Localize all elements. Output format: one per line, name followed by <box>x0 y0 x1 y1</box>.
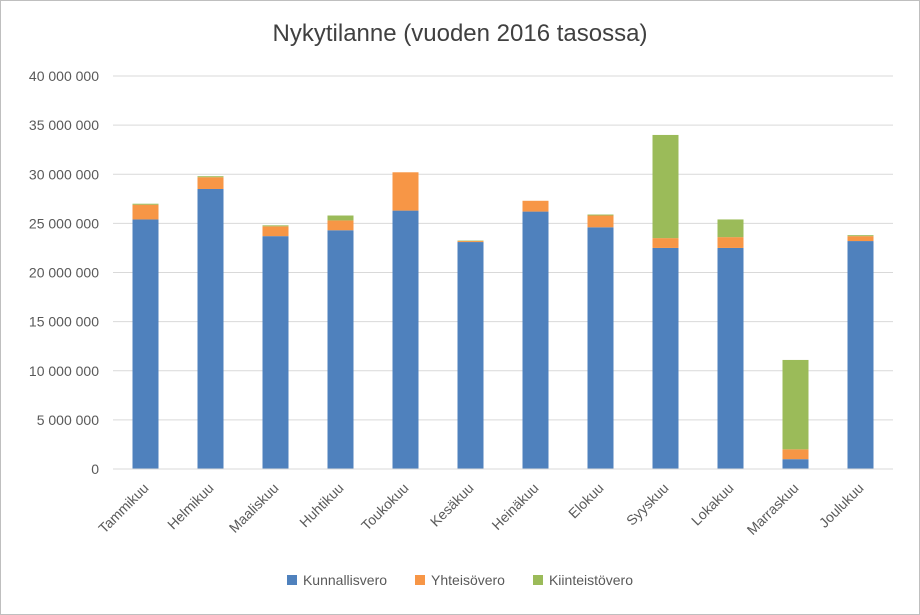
bar-segment-yhteis-vero <box>782 449 809 460</box>
legend-item-yhteisovero: Yhteisövero <box>415 572 505 588</box>
bar-segment-kiinteist-vero <box>197 176 224 178</box>
bar-segment-kunnallisvero <box>652 247 679 469</box>
legend-swatch-yhteisovero <box>415 575 426 585</box>
bar-segment-kunnallisvero <box>262 236 289 469</box>
chart-legend: Kunnallisvero Yhteisövero Kiinteistövero <box>0 572 920 588</box>
y-tick-label: 35 000 000 <box>29 117 99 133</box>
bar-segment-yhteis-vero <box>392 172 419 211</box>
chart-title: Nykytilanne (vuoden 2016 tasossa) <box>272 20 648 47</box>
bar-segment-kunnallisvero <box>782 459 809 469</box>
x-tick-label: Joulukuu <box>816 480 867 531</box>
bar-segment-yhteis-vero <box>457 241 484 243</box>
y-tick-label: 30 000 000 <box>29 166 99 182</box>
bar-segment-yhteis-vero <box>652 238 679 248</box>
y-tick-label: 5 000 000 <box>37 412 99 428</box>
bar-segment-yhteis-vero <box>262 226 289 237</box>
x-tick-label: Syyskuu <box>623 480 672 529</box>
bar-segment-yhteis-vero <box>717 237 744 248</box>
bar-segment-kunnallisvero <box>717 247 744 469</box>
bar-segment-kunnallisvero <box>587 227 614 469</box>
legend-item-kunnallisvero: Kunnallisvero <box>286 572 388 588</box>
bar-segment-kiinteist-vero <box>717 219 744 238</box>
y-tick-label: 15 000 000 <box>29 314 99 330</box>
x-tick-label: Maaliskuu <box>226 480 282 536</box>
x-tick-label: Helmikuu <box>164 480 217 533</box>
legend-swatch-kunnallisvero <box>286 575 297 585</box>
bar-segment-kiinteist-vero <box>847 235 874 237</box>
bar-segment-yhteis-vero <box>197 177 224 189</box>
bar-segment-yhteis-vero <box>522 200 549 212</box>
x-tick-label: Lokakuu <box>688 480 737 529</box>
x-tick-label: Huhtikuu <box>296 480 346 530</box>
y-tick-label: 20 000 000 <box>29 265 99 281</box>
x-tick-label: Elokuu <box>565 480 607 522</box>
x-tick-label: Kesäkuu <box>427 480 477 530</box>
bar-segment-kiinteist-vero <box>782 359 809 450</box>
legend-label-kiinteistovero: Kiinteistövero <box>548 572 634 588</box>
x-tick-label: Toukokuu <box>358 480 412 534</box>
legend-item-kiinteistovero: Kiinteistövero <box>532 572 634 588</box>
bar-segment-yhteis-vero <box>132 204 159 220</box>
legend-label-yhteisovero: Yhteisövero <box>431 572 505 588</box>
x-tick-label: Tammikuu <box>95 480 151 536</box>
legend-label-kunnallisvero: Kunnallisvero <box>302 572 388 588</box>
x-tick-label: Heinäkuu <box>488 480 541 533</box>
bar-segment-kiinteist-vero <box>327 215 354 221</box>
y-tick-label: 25 000 000 <box>29 215 99 231</box>
y-tick-label: 10 000 000 <box>29 363 99 379</box>
bar-segment-kunnallisvero <box>457 242 484 469</box>
bar-segment-kunnallisvero <box>522 211 549 469</box>
bar-segment-kunnallisvero <box>847 241 874 469</box>
bar-segment-kiinteist-vero <box>652 134 679 239</box>
y-tick-label: 0 <box>91 461 99 477</box>
bar-segment-kunnallisvero <box>392 210 419 470</box>
bar-segment-kunnallisvero <box>327 230 354 469</box>
bar-segment-kiinteist-vero <box>262 225 289 227</box>
bar-segment-yhteis-vero <box>587 215 614 228</box>
bar-segment-yhteis-vero <box>327 220 354 231</box>
bar-segment-kunnallisvero <box>132 219 159 469</box>
y-tick-label: 40 000 000 <box>29 68 99 84</box>
legend-swatch-kiinteistovero <box>532 575 543 585</box>
bar-segment-yhteis-vero <box>847 236 874 242</box>
x-tick-label: Marraskuu <box>744 480 802 538</box>
bar-segment-kiinteist-vero <box>132 203 159 205</box>
bar-segment-kunnallisvero <box>197 188 224 470</box>
bar-segment-kiinteist-vero <box>587 214 614 216</box>
